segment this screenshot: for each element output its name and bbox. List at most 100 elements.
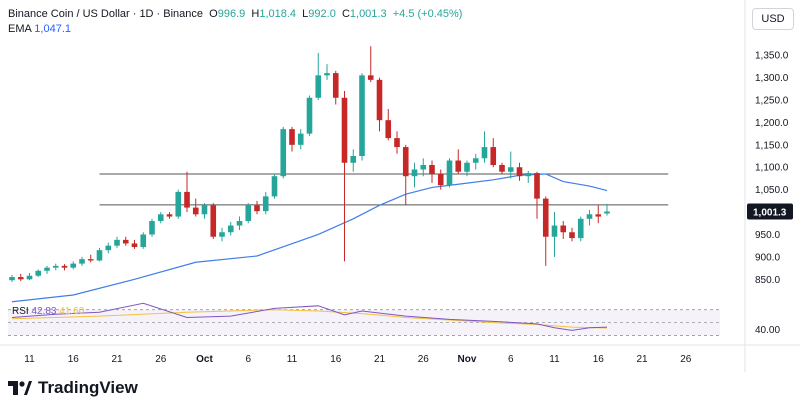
candle [157,212,164,224]
price-axis: 850.0900.0950.01,000.01,050.01,100.01,15… [747,51,793,336]
candle [271,173,278,199]
candle-body [227,225,234,233]
candle [472,153,479,170]
rsi-ma-value: 41.60 [59,306,85,317]
candle-body [201,205,208,215]
candle-body [429,165,435,174]
time-axis: 611162126Oct611162126Nov611162126 [24,354,692,365]
time-tick-label: 26 [155,354,167,365]
candle [402,144,409,206]
time-tick-label: 16 [330,354,342,365]
candle-body [105,245,112,251]
candle-body [219,232,225,237]
candle-body [122,239,129,244]
candle [105,242,112,254]
candle [289,126,295,152]
candle-body [289,129,295,145]
time-tick-label: Nov [458,354,477,365]
change-value: +4.5 (+0.45%) [392,8,463,20]
candle-body [446,160,453,186]
candle [481,131,488,163]
candle [446,158,453,188]
candle [411,162,418,188]
candle-body [437,173,444,186]
candle-body [472,158,479,163]
candle-body [236,221,243,226]
time-tick-label: 21 [111,354,123,365]
candle [184,171,190,213]
candle [114,236,120,248]
candle-body [604,211,610,214]
grid-layer [0,0,800,372]
candle-body [262,196,269,212]
candle [350,149,357,172]
brand-name: TradingView [38,378,138,397]
candle-body [542,198,549,237]
legend-ema: EMA 1,047.1 [8,23,71,35]
tradingview-logo[interactable]: TradingView [8,378,138,398]
price-tick-label: 1,100.0 [755,163,789,174]
price-tick-label: 1,150.0 [755,140,789,151]
legend-main: Binance Coin / US Dollar · 1D · Binance … [8,8,463,20]
candle [569,227,575,242]
candle-body [131,243,138,248]
rsi-line [11,302,608,331]
candle [17,273,24,282]
candle-body [271,176,278,197]
candle [96,247,103,262]
candle [490,138,497,168]
candle-body [26,275,33,280]
candle-body [184,191,190,208]
candle [149,218,155,237]
candle-body [595,214,602,217]
candle-body [490,147,497,165]
candle [586,209,593,226]
candle [507,151,514,179]
time-tick-label: Oct [196,354,213,365]
candle [280,126,287,179]
candle-body [394,138,400,148]
candle-body [96,250,103,261]
candle-body [577,218,584,239]
candle [140,232,147,249]
support-resistance-lines [99,173,669,206]
candle [306,95,313,136]
tradingview-icon [8,381,32,395]
candle [516,162,523,181]
price-tick-label: 1,050.0 [755,185,789,196]
price-tick-label: 850.0 [755,275,780,286]
time-tick-label: 21 [636,354,648,365]
time-tick-label: 11 [24,354,35,365]
candle [35,269,42,278]
time-tick-label: 26 [680,354,692,365]
candle [26,273,33,281]
candle [341,91,348,262]
price-tick-label: 1,350.0 [755,51,789,62]
rsi-axis-label: 40.00 [755,325,780,336]
candle-body [52,265,59,268]
time-tick-label: 16 [68,354,80,365]
time-tick-label: 6 [245,354,251,365]
candle [604,203,610,216]
high-value: 1,018.4 [259,8,297,20]
candle [499,162,505,174]
candle-body [149,221,155,235]
candle [61,264,68,271]
candle [367,46,374,83]
candle-body [315,75,322,98]
candle-body [70,263,77,268]
candle-body [367,75,374,80]
candle [376,77,383,132]
candle-body [560,225,567,233]
currency-button[interactable]: USD [752,8,794,30]
candle-body [306,97,313,134]
ema-layer [11,173,608,303]
candle [464,160,470,177]
legend-rsi: RSI 42.83 41.60 [12,306,85,317]
price-tick-label: 1,250.0 [755,96,789,107]
candle [201,203,208,219]
candle [9,274,15,282]
candle-body [359,75,365,157]
candle [577,216,584,242]
